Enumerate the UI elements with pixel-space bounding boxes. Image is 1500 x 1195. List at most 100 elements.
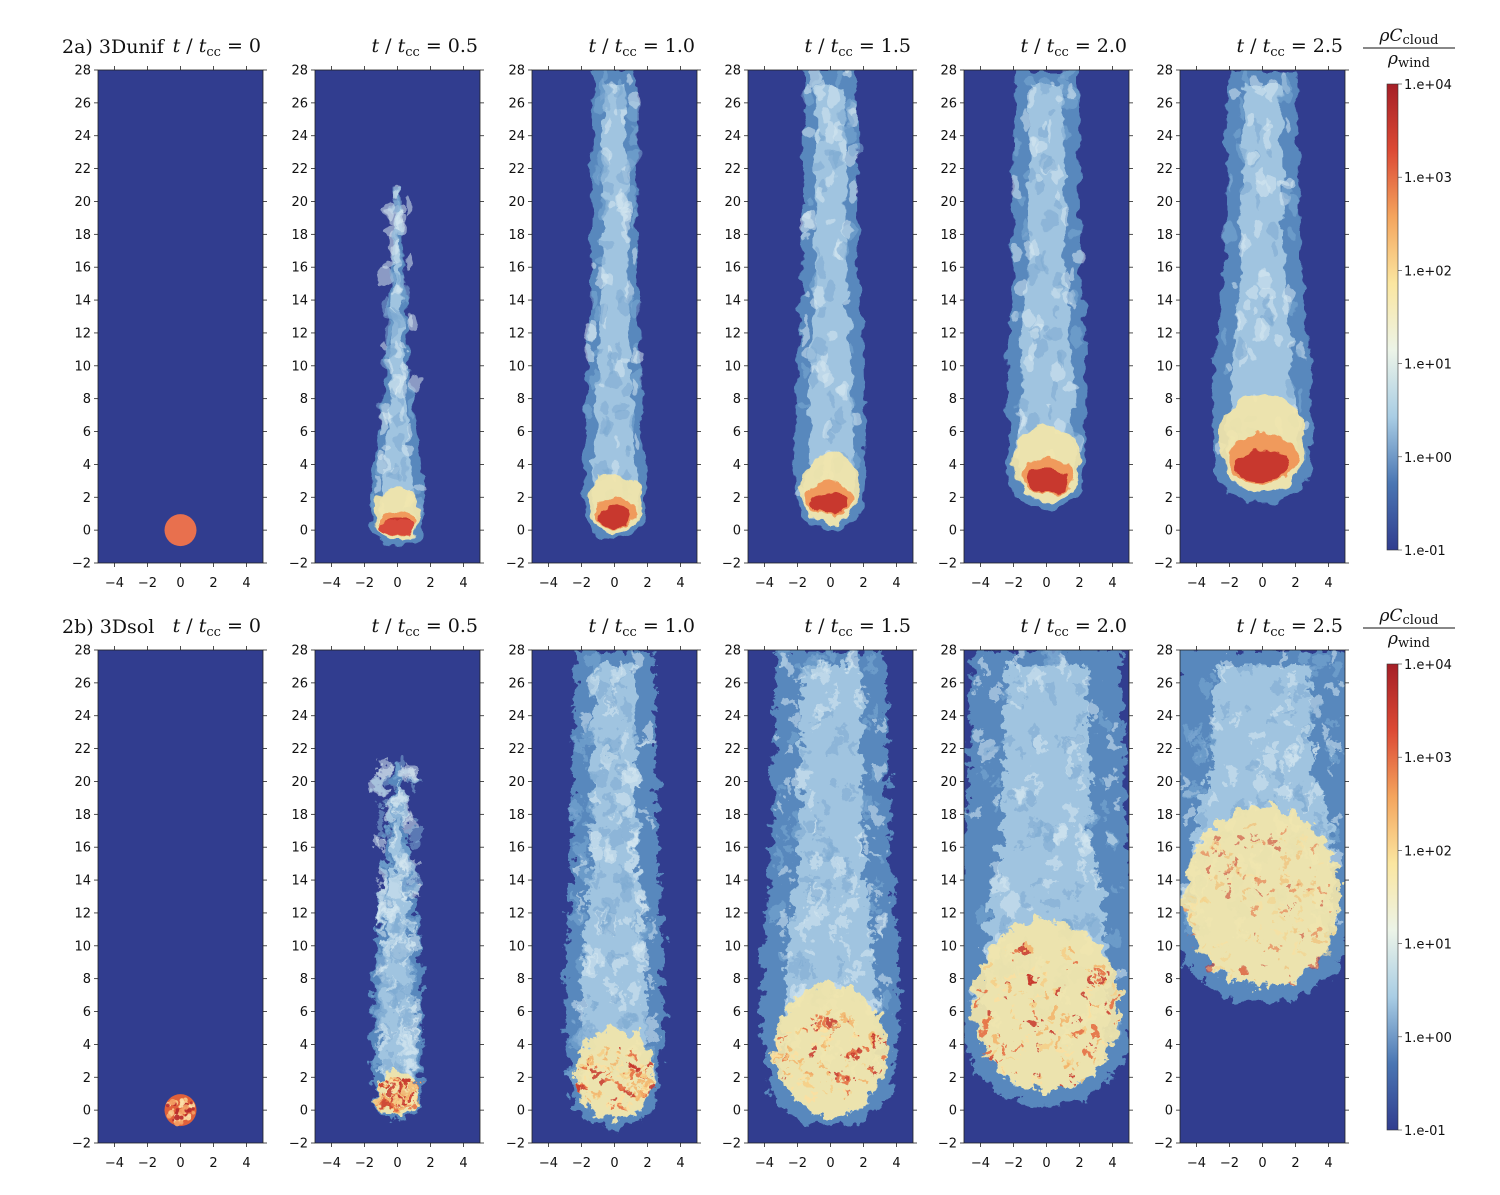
y-tick-label: 10 xyxy=(291,359,308,374)
y-tick-label: 16 xyxy=(940,261,957,276)
y-tick-label: 18 xyxy=(291,228,308,243)
y-tick-label: 24 xyxy=(508,129,525,144)
y-tick-label: 0 xyxy=(1165,1104,1173,1119)
y-tick-label: 2 xyxy=(733,1071,741,1086)
colorbar-title-denominator: ρwind xyxy=(1387,629,1430,651)
y-tick-label: 24 xyxy=(940,129,957,144)
panel-time-label: t / tcc = 1.5 xyxy=(804,35,911,60)
y-tick-label: 8 xyxy=(517,392,525,407)
y-tick-label: 18 xyxy=(74,228,91,243)
y-tick-label: 12 xyxy=(1156,326,1173,341)
y-tick-label: 24 xyxy=(724,709,741,724)
y-tick-label: 24 xyxy=(74,709,91,724)
colorbar-tick-label: 1.e+02 xyxy=(1404,264,1452,279)
x-tick-label: 2 xyxy=(1075,1156,1083,1171)
x-tick-label: −4 xyxy=(755,576,774,591)
x-tick-label: 4 xyxy=(459,576,467,591)
y-tick-label: 18 xyxy=(508,808,525,823)
y-tick-label: 10 xyxy=(724,359,741,374)
x-tick-label: −2 xyxy=(1220,1156,1239,1171)
y-tick-label: 18 xyxy=(724,228,741,243)
y-tick-label: 14 xyxy=(508,874,525,889)
x-tick-label: 4 xyxy=(1324,576,1332,591)
y-tick-label: 14 xyxy=(940,294,957,309)
cloud-head xyxy=(1183,805,1341,988)
y-tick-label: 22 xyxy=(940,742,957,757)
y-tick-label: 12 xyxy=(508,326,525,341)
x-tick-label: −4 xyxy=(1187,1156,1206,1171)
y-tick-label: 18 xyxy=(724,808,741,823)
y-tick-label: −2 xyxy=(1154,557,1173,572)
y-tick-label: 14 xyxy=(74,874,91,889)
y-tick-label: 26 xyxy=(1156,676,1173,691)
x-tick-label: 2 xyxy=(1291,1156,1299,1171)
y-tick-label: 28 xyxy=(724,644,741,659)
y-tick-label: 10 xyxy=(291,939,308,954)
y-tick-label: 12 xyxy=(940,906,957,921)
y-tick-label: 12 xyxy=(724,326,741,341)
panel-time-label: t / tcc = 1.0 xyxy=(588,35,695,60)
x-tick-label: −2 xyxy=(1220,576,1239,591)
x-tick-label: 0 xyxy=(393,576,401,591)
plume xyxy=(370,183,426,548)
colorbar-tick-label: 1.e+02 xyxy=(1404,844,1452,859)
y-tick-label: 8 xyxy=(83,972,91,987)
plume xyxy=(1211,70,1314,503)
y-tick-label: 20 xyxy=(940,195,957,210)
y-tick-label: 22 xyxy=(724,742,741,757)
y-tick-label: 8 xyxy=(83,392,91,407)
y-tick-label: 2 xyxy=(1165,491,1173,506)
y-tick-label: 28 xyxy=(940,644,957,659)
cloud-head xyxy=(1013,425,1080,502)
y-tick-label: 20 xyxy=(508,775,525,790)
y-tick-label: 26 xyxy=(940,676,957,691)
y-tick-label: 8 xyxy=(949,972,957,987)
y-tick-label: 6 xyxy=(1165,1005,1173,1020)
x-tick-label: 2 xyxy=(1075,576,1083,591)
y-tick-label: 22 xyxy=(508,742,525,757)
y-tick-label: 4 xyxy=(733,458,741,473)
x-tick-label: 0 xyxy=(826,1156,834,1171)
cloud-head xyxy=(1218,391,1307,494)
panel-time-label: t / tcc = 0.5 xyxy=(371,35,478,60)
y-tick-label: 14 xyxy=(1156,874,1173,889)
colorbar-gradient xyxy=(1386,83,1399,551)
colorbar-tick-label: 1.e+04 xyxy=(1404,78,1452,93)
y-tick-label: 12 xyxy=(74,326,91,341)
y-tick-label: 16 xyxy=(291,261,308,276)
y-tick-label: 20 xyxy=(940,775,957,790)
y-tick-label: 14 xyxy=(291,874,308,889)
row-label: 2a) 3Dunif xyxy=(62,36,166,58)
y-tick-label: 20 xyxy=(724,775,741,790)
colorbar-title-denominator: ρwind xyxy=(1387,49,1430,71)
colorbar: 1.e+04 1.e+03 1.e+02 1.e+01 1.e+00 1.e-01 ρCcl… xyxy=(1363,26,1455,559)
y-tick-label: 2 xyxy=(83,1071,91,1086)
panel-time-label: t / tcc = 1.0 xyxy=(588,615,695,640)
y-tick-label: 28 xyxy=(508,64,525,79)
x-tick-label: 4 xyxy=(242,576,250,591)
x-tick-label: −2 xyxy=(138,1156,157,1171)
y-tick-label: 16 xyxy=(291,841,308,856)
y-tick-label: 24 xyxy=(74,129,91,144)
y-tick-label: −2 xyxy=(938,1137,957,1152)
colorbar-tick-label: 1.e+01 xyxy=(1404,358,1452,373)
y-tick-label: 16 xyxy=(508,261,525,276)
y-tick-label: −2 xyxy=(289,1137,308,1152)
y-tick-label: −2 xyxy=(72,1137,91,1152)
y-tick-label: 22 xyxy=(74,742,91,757)
x-tick-label: 4 xyxy=(459,1156,467,1171)
x-tick-label: 4 xyxy=(242,1156,250,1171)
x-tick-label: 0 xyxy=(393,1156,401,1171)
y-tick-label: −2 xyxy=(506,1137,525,1152)
y-tick-label: 6 xyxy=(1165,425,1173,440)
y-tick-label: 18 xyxy=(291,808,308,823)
panel-time-label: t / tcc = 0 xyxy=(173,35,261,60)
y-tick-label: 4 xyxy=(949,458,957,473)
y-tick-label: 10 xyxy=(940,939,957,954)
